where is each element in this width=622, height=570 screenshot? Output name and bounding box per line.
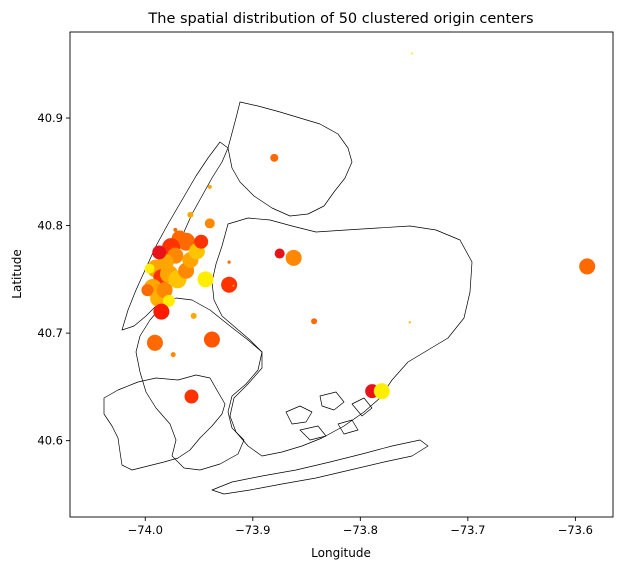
plot-area <box>69 31 614 518</box>
cluster-center-point <box>173 227 178 232</box>
staten-island-outline <box>103 374 226 471</box>
y-tick-label: 40.9 <box>37 111 63 125</box>
cluster-center-point <box>170 352 176 358</box>
rockaway-outline <box>211 439 429 495</box>
x-tick-label: −73.6 <box>558 523 593 537</box>
y-tick-label: 40.6 <box>37 434 63 448</box>
cluster-center-point <box>156 282 173 299</box>
queens-outline <box>211 217 473 457</box>
y-axis: 40.6 40.7 40.8 40.9 <box>37 111 70 448</box>
cluster-center-point <box>141 284 154 297</box>
brooklyn-outline <box>135 297 263 471</box>
x-axis-label: Longitude <box>311 546 371 560</box>
cluster-center-point <box>410 52 413 55</box>
chart-title: The spatial distribution of 50 clustered… <box>147 11 533 27</box>
axes-frame <box>69 31 614 518</box>
cluster-center-point <box>162 294 175 307</box>
x-tick-label: −73.7 <box>450 523 485 537</box>
y-axis-label: Latitude <box>10 249 24 298</box>
cluster-center-point <box>146 334 163 351</box>
x-tick-label: −74.0 <box>128 523 163 537</box>
cluster-center-point <box>204 218 215 229</box>
cluster-center-point <box>232 284 235 287</box>
x-tick-label: −73.9 <box>235 523 270 537</box>
x-axis: −74.0 −73.9 −73.8 −73.7 −73.6 <box>128 517 593 537</box>
cluster-center-point <box>197 271 214 288</box>
x-tick-label: −73.8 <box>343 523 378 537</box>
cluster-center-point <box>227 260 231 264</box>
y-tick-label: 40.8 <box>37 219 63 233</box>
cluster-center-point <box>408 321 411 324</box>
bronx-outline <box>227 101 353 217</box>
cluster-markers <box>141 52 596 404</box>
cluster-center-point <box>184 389 199 404</box>
cluster-center-point <box>579 258 596 275</box>
cluster-center-point <box>285 249 302 266</box>
cluster-center-point <box>221 276 238 293</box>
cluster-center-point <box>311 318 318 325</box>
cluster-center-point <box>203 331 220 348</box>
cluster-center-point <box>190 312 197 319</box>
cluster-center-point <box>152 245 167 260</box>
cluster-center-point <box>274 248 285 259</box>
cluster-center-point <box>153 303 170 320</box>
cluster-center-point <box>194 234 209 249</box>
cluster-center-point <box>144 263 155 274</box>
cluster-center-point <box>207 184 212 189</box>
cluster-center-point <box>373 383 390 400</box>
y-tick-label: 40.7 <box>37 326 63 340</box>
jamaica-bay-islands <box>285 391 373 441</box>
cluster-center-point <box>270 153 279 162</box>
cluster-center-point <box>187 211 194 218</box>
